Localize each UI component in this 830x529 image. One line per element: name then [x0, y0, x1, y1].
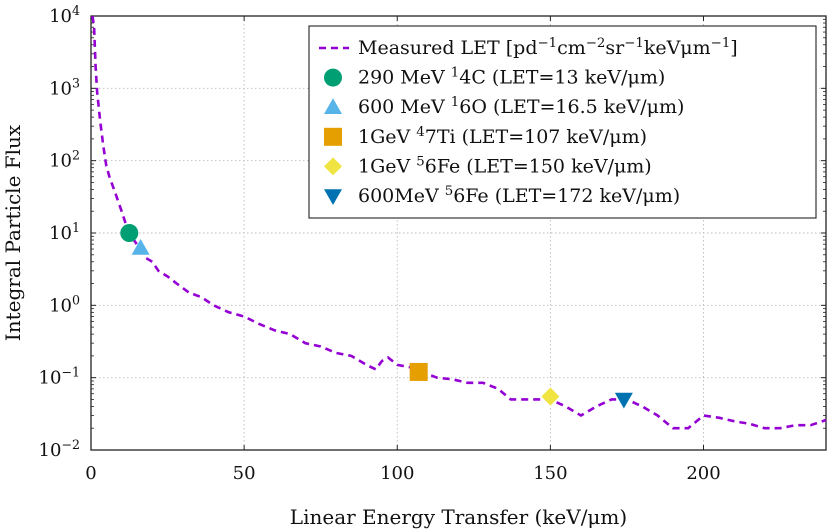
x-tick-label: 150: [533, 463, 567, 484]
legend-label: Measured LET [pd−1cm−2sr−1keVμm−1]: [358, 36, 738, 60]
y-tick-label: 104: [49, 3, 80, 28]
square-marker: [409, 362, 428, 381]
series-3: [409, 362, 428, 381]
y-tick-label: 101: [49, 220, 80, 245]
series-4: [541, 387, 560, 406]
plot-area: [91, 15, 827, 430]
x-axis: 0 50 100 150 200: [85, 16, 721, 484]
y-axis-label: Integral Particle Flux: [1, 124, 25, 341]
diamond-marker: [541, 387, 560, 406]
legend-triangle-down-symbol: [324, 189, 342, 205]
series-5: [614, 392, 633, 409]
legend-square-symbol: [324, 127, 342, 146]
legend-diamond-symbol: [324, 157, 342, 176]
y-tick-label: 10−2: [39, 437, 80, 462]
x-tick-label: 200: [686, 463, 720, 484]
measured-let-line: [91, 15, 827, 430]
series-1: [120, 224, 139, 242]
y-tick-label: 102: [49, 147, 80, 172]
legend-label: 290 MeV 14C (LET=13 keV/μm): [358, 65, 665, 89]
y-axis: 10−2 10−1 100 101 102 103 104: [39, 3, 826, 462]
legend: Measured LET [pd−1cm−2sr−1keVμm−1] 290 Me…: [308, 25, 817, 219]
x-tick-label: 50: [233, 463, 256, 484]
triangle-up-marker: [131, 239, 150, 255]
series-0: [91, 15, 827, 430]
legend-circle-symbol: [324, 68, 342, 87]
x-axis-label: Linear Energy Transfer (keV/μm): [290, 505, 627, 529]
x-tick-label: 0: [85, 463, 96, 484]
triangle-down-marker: [614, 392, 633, 409]
y-tick-label: 103: [49, 75, 80, 100]
legend-triangle-up-symbol: [324, 98, 342, 114]
legend-label: 1GeV 56Fe (LET=150 keV/μm): [358, 154, 652, 178]
circle-marker: [120, 224, 139, 242]
legend-box: [308, 25, 817, 219]
legend-label: 1GeV 47Ti (LET=107 keV/μm): [358, 124, 647, 148]
legend-label: 600MeV 56Fe (LET=172 keV/μm): [358, 184, 680, 208]
y-tick-label: 100: [49, 292, 80, 317]
y-tick-label: 10−1: [39, 364, 80, 389]
legend-label: 600 MeV 16O (LET=16.5 keV/μm): [358, 95, 684, 119]
x-tick-label: 100: [380, 463, 414, 484]
series-2: [131, 239, 150, 255]
